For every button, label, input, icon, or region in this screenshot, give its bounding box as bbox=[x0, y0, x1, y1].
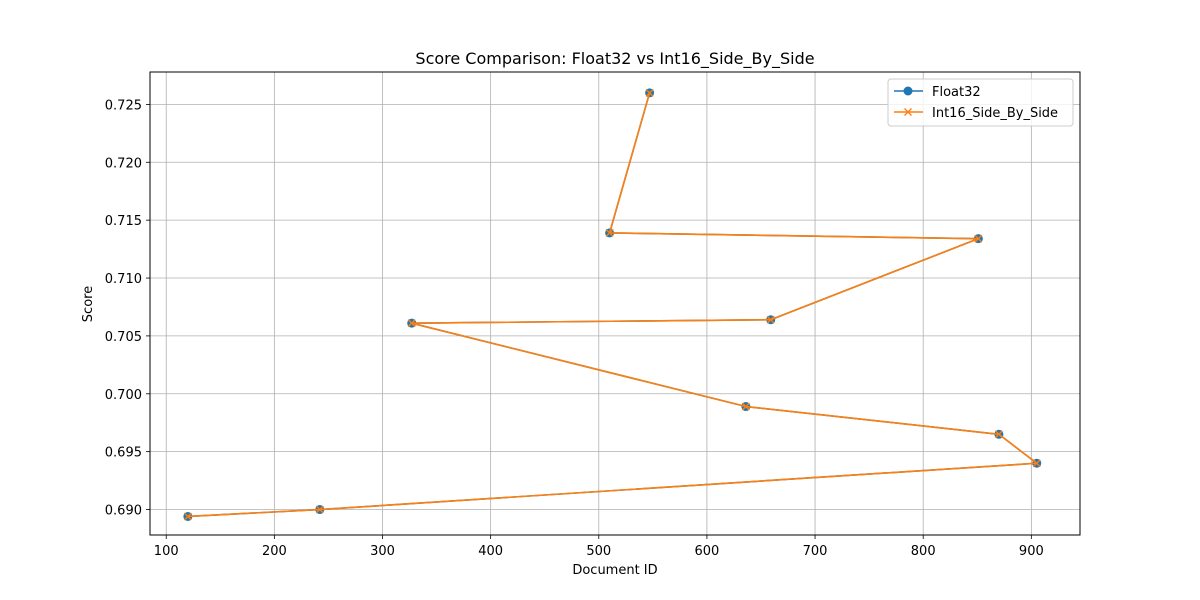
x-tick-label: 300 bbox=[370, 544, 395, 559]
y-tick-label: 0.715 bbox=[105, 214, 142, 229]
x-tick-label: 800 bbox=[911, 544, 936, 559]
y-tick-label: 0.725 bbox=[105, 98, 142, 113]
data-point bbox=[605, 228, 614, 237]
y-tick-label: 0.695 bbox=[105, 446, 142, 461]
legend-x-marker-icon bbox=[904, 108, 912, 116]
x-tick-label: 700 bbox=[803, 544, 828, 559]
series-1 bbox=[183, 88, 1041, 521]
y-tick-label: 0.690 bbox=[105, 504, 142, 519]
chart-title: Score Comparison: Float32 vs Int16_Side_… bbox=[415, 49, 814, 69]
grid bbox=[150, 72, 1080, 535]
x-tick-label: 100 bbox=[154, 544, 179, 559]
data-point bbox=[994, 430, 1003, 439]
y-axis-label: Score bbox=[81, 286, 96, 322]
legend-label-int16: Int16_Side_By_Side bbox=[932, 106, 1058, 121]
legend-entry-float32: Float32 bbox=[894, 85, 981, 100]
data-point bbox=[315, 505, 324, 514]
data-point bbox=[974, 234, 983, 243]
data-point bbox=[766, 315, 775, 324]
legend-circle-marker-icon bbox=[903, 86, 913, 96]
series-line-1 bbox=[187, 92, 1038, 518]
y-axis-ticks: 0.690 0.695 0.700 0.705 0.710 0.715 0.720 0.725 bbox=[105, 98, 150, 519]
legend-box bbox=[887, 78, 1074, 127]
plot-area-frame bbox=[149, 71, 1081, 536]
data-point bbox=[1032, 459, 1041, 468]
x-axis-label: Document ID bbox=[572, 563, 657, 578]
y-tick-label: 0.700 bbox=[105, 388, 142, 403]
series-line-0 bbox=[187, 92, 1038, 518]
legend-entry-int16: Int16_Side_By_Side bbox=[894, 106, 1058, 121]
x-tick-label: 400 bbox=[478, 544, 503, 559]
y-tick-label: 0.710 bbox=[105, 272, 142, 287]
series-0 bbox=[183, 88, 1042, 521]
data-point bbox=[407, 319, 416, 328]
x-tick-label: 900 bbox=[1019, 544, 1044, 559]
data-point bbox=[741, 402, 750, 411]
legend: Float32 Int16_Side_By_Side bbox=[887, 78, 1074, 127]
x-tick-label: 600 bbox=[695, 544, 720, 559]
plot-series bbox=[183, 88, 1042, 521]
y-tick-label: 0.720 bbox=[105, 156, 142, 171]
y-tick-label: 0.705 bbox=[105, 330, 142, 345]
x-tick-label: 200 bbox=[262, 544, 287, 559]
legend-label-float32: Float32 bbox=[932, 85, 981, 100]
x-axis-ticks: 100 200 300 400 500 600 700 800 900 bbox=[154, 535, 1044, 559]
x-tick-label: 500 bbox=[586, 544, 611, 559]
data-point bbox=[645, 88, 654, 97]
data-point bbox=[183, 512, 192, 521]
